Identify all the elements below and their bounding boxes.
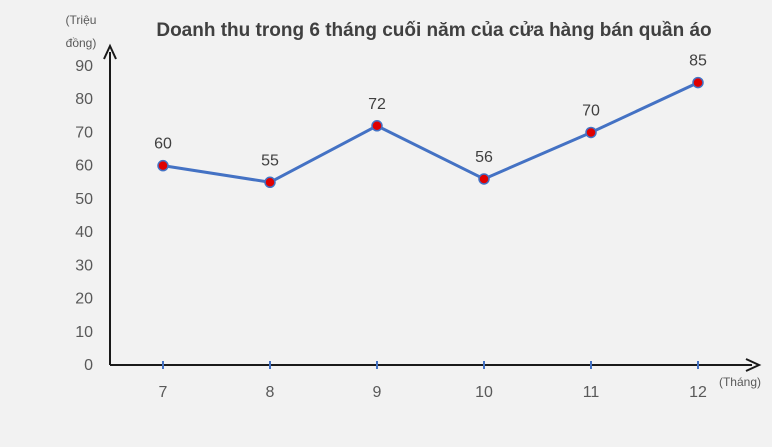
- data-label: 70: [582, 102, 600, 119]
- data-label: 56: [475, 149, 493, 166]
- y-tick-label: 90: [75, 58, 93, 75]
- data-point: [371, 120, 383, 132]
- x-tick-label: 12: [689, 384, 707, 401]
- x-tick-label: 9: [373, 384, 382, 401]
- y-tick-label: 20: [75, 291, 93, 308]
- x-axis-unit: (Tháng): [719, 375, 761, 389]
- x-axis-arrow-icon: [745, 358, 762, 372]
- x-tick-label: 10: [475, 384, 493, 401]
- data-point: [585, 126, 597, 139]
- data-point: [157, 159, 169, 172]
- x-tick-label: 11: [583, 384, 600, 401]
- y-tick-label: 40: [75, 224, 93, 241]
- y-axis-unit-line-2: đồng): [66, 36, 97, 50]
- y-tick-label: 70: [75, 124, 93, 141]
- x-tick-labels: 7 8 9 10 11 12: [159, 361, 707, 401]
- y-tick-label: 0: [84, 357, 93, 374]
- series-line: [162, 81, 699, 184]
- data-points: [157, 76, 704, 189]
- x-tick-label: 8: [266, 384, 275, 401]
- x-tick-label: 7: [159, 384, 168, 401]
- y-axis-unit-line-1: (Triệu: [66, 13, 97, 27]
- chart-title: Doanh thu trong 6 tháng cuối năm của cửa…: [156, 20, 711, 41]
- data-label: 55: [261, 152, 279, 169]
- y-axis-arrow-icon: [103, 43, 117, 60]
- y-tick-label: 30: [75, 257, 93, 274]
- data-labels: 60 55 72 56 70 85: [154, 53, 707, 170]
- data-label: 85: [689, 53, 707, 70]
- data-label: 60: [154, 136, 172, 153]
- y-tick-label: 10: [75, 324, 93, 341]
- y-tick-label: 50: [75, 191, 93, 208]
- y-tick-label: 60: [75, 158, 93, 175]
- data-point: [478, 173, 490, 185]
- data-label: 72: [368, 96, 386, 113]
- data-point: [264, 176, 276, 189]
- data-point: [692, 76, 704, 89]
- y-tick-labels: 0 10 20 30 40 50 60 70 80 90: [75, 58, 93, 374]
- y-tick-label: 80: [75, 91, 93, 108]
